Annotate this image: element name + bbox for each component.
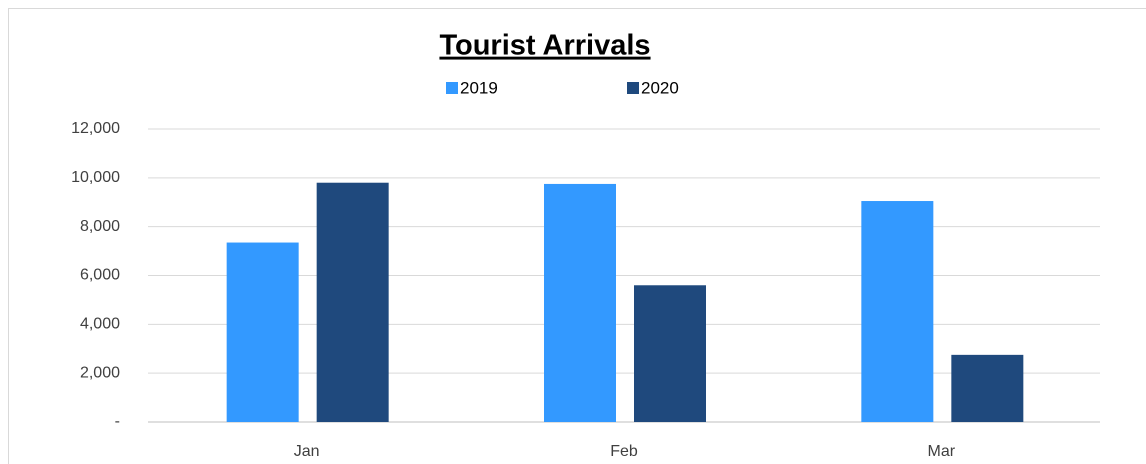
bar xyxy=(951,354,1024,422)
bar xyxy=(634,285,706,422)
bar xyxy=(861,201,934,422)
y-tick-label: - xyxy=(115,413,120,430)
y-tick-label: 10,000 xyxy=(71,169,120,186)
legend-label: 2019 xyxy=(460,78,498,97)
x-tick-label: Jan xyxy=(294,443,320,460)
legend-swatch xyxy=(446,82,458,94)
y-tick-label: 2,000 xyxy=(80,364,120,381)
y-tick-label: 12,000 xyxy=(71,120,120,137)
x-tick-label: Feb xyxy=(610,443,638,460)
y-tick-label: 6,000 xyxy=(80,267,120,284)
bar xyxy=(316,182,389,422)
bar xyxy=(544,183,616,422)
x-tick-label: Mar xyxy=(928,443,956,460)
legend-swatch xyxy=(627,82,639,94)
y-tick-label: 4,000 xyxy=(80,316,120,333)
bar xyxy=(226,242,299,422)
chart-title: Tourist Arrivals xyxy=(439,30,650,62)
legend-label: 2020 xyxy=(641,78,679,97)
y-tick-label: 8,000 xyxy=(80,218,120,235)
